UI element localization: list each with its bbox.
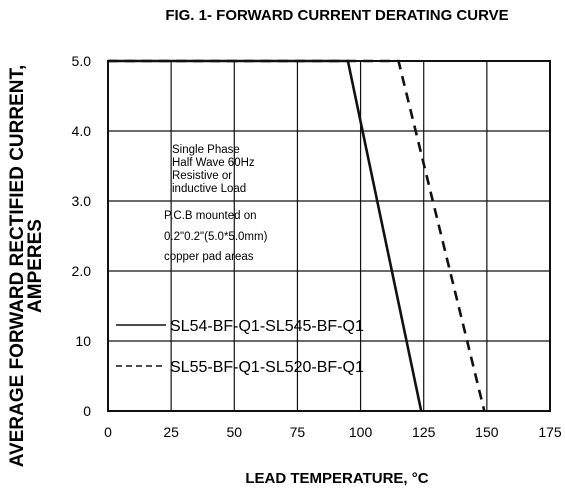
x-tick-label: 150 [475, 424, 499, 440]
annotation-line: 0.2"0.2"(5.0*5.0mm) [164, 231, 268, 243]
x-tick-label: 25 [163, 424, 179, 440]
x-tick-label: 0 [104, 424, 112, 440]
y-tick-label: 3.0 [72, 193, 92, 209]
x-tick-label: 175 [538, 424, 562, 440]
annotation-line: copper pad areas [164, 251, 254, 263]
x-tick-label: 100 [349, 424, 373, 440]
y-axis-ticks: 0 10 2.0 3.0 4.0 5.0 [72, 53, 92, 419]
x-tick-label: 125 [412, 424, 436, 440]
x-tick-label: 75 [290, 424, 306, 440]
annotation-line: Single Phase [172, 144, 240, 156]
x-tick-label: 50 [226, 424, 242, 440]
y-axis-label-line2: AMPERES [25, 219, 46, 313]
chart-title: FIG. 1- FORWARD CURRENT DERATING CURVE [165, 7, 508, 24]
legend-label-2: SL55-BF-Q1-SL520-BF-Q1 [170, 359, 364, 376]
annotation-line: Resistive or [172, 170, 232, 182]
x-axis-label: LEAD TEMPERATURE, °C [245, 470, 428, 487]
y-axis-label-group: AVERAGE FORWARD RECTIFIED CURRENT, AMPER… [7, 65, 46, 468]
y-tick-label: 4.0 [72, 123, 92, 139]
legend-label-1: SL54-BF-Q1-SL545-BF-Q1 [170, 318, 364, 335]
y-tick-label: 5.0 [72, 53, 92, 69]
series-layer [108, 59, 486, 412]
y-tick-label: 10 [75, 333, 91, 349]
y-axis-label-line1: AVERAGE FORWARD RECTIFIED CURRENT, [7, 65, 28, 468]
annotation-line: P.C.B mounted on [164, 210, 257, 222]
annotation-line: inductive Load [172, 183, 246, 195]
y-tick-label: 2.0 [72, 263, 92, 279]
series-line-2 [108, 59, 486, 412]
grid [108, 61, 550, 411]
y-tick-label: 0 [83, 403, 91, 419]
x-axis-ticks: 0 25 50 75 100 125 150 175 [104, 424, 562, 440]
legend: SL54-BF-Q1-SL545-BF-Q1 SL55-BF-Q1-SL520-B… [116, 318, 364, 376]
annotation-line: Half Wave 60Hz [172, 157, 255, 169]
